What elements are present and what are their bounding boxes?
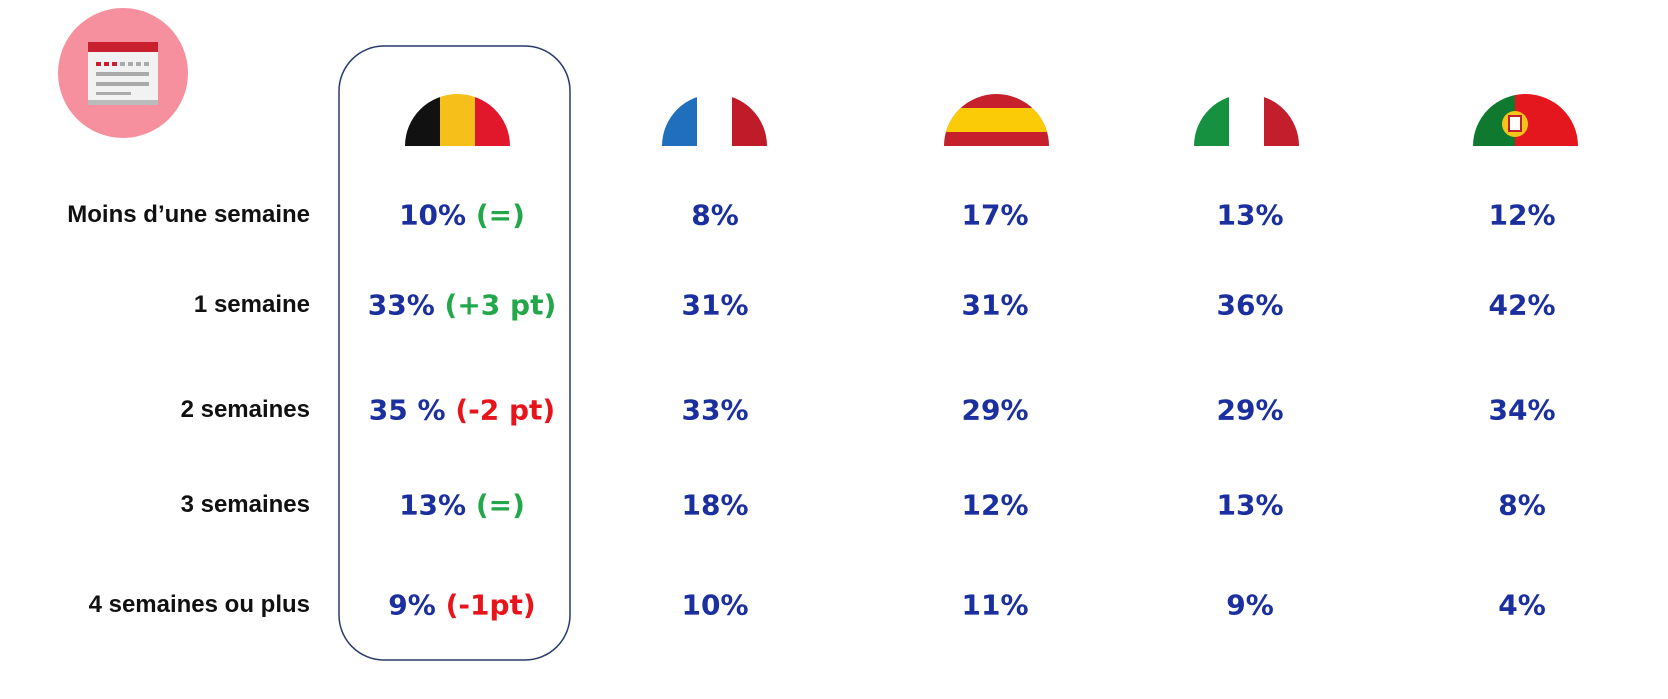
cell: 10% (=) [332, 199, 592, 232]
change: (-1pt) [445, 588, 536, 622]
row-label: 3 semaines [180, 491, 310, 518]
value: 35 % [368, 393, 446, 427]
value: 8% [1498, 488, 1546, 522]
value: 11% [961, 588, 1029, 622]
flag-italy [1194, 94, 1299, 146]
value: 36% [1216, 288, 1284, 322]
value: 31% [681, 288, 749, 322]
calendar-icon [58, 8, 188, 138]
row-label: 1 semaine [193, 291, 310, 318]
cell: 33% (+3 pt) [332, 289, 592, 322]
value: 13% [1216, 198, 1284, 232]
cell: 34% [1392, 394, 1652, 427]
cell: 8% [585, 199, 845, 232]
cell: 9% (-1pt) [332, 589, 592, 622]
value: 12% [961, 488, 1029, 522]
value: 10% [399, 198, 467, 232]
cell: 11% [865, 589, 1125, 622]
cell: 35 % (-2 pt) [332, 394, 592, 427]
row-label: 4 semaines ou plus [88, 591, 310, 618]
value: 8% [691, 198, 739, 232]
value: 33% [367, 288, 435, 322]
flag-spain [944, 94, 1049, 146]
flag-belgium [405, 94, 510, 146]
cell: 42% [1392, 289, 1652, 322]
value: 34% [1488, 393, 1556, 427]
cell: 17% [865, 199, 1125, 232]
cell: 36% [1120, 289, 1380, 322]
flag-france [662, 94, 767, 146]
cell: 9% [1120, 589, 1380, 622]
value: 31% [961, 288, 1029, 322]
value: 18% [681, 488, 749, 522]
value: 9% [1226, 588, 1274, 622]
cell: 12% [1392, 199, 1652, 232]
cell: 13% [1120, 199, 1380, 232]
flag-portugal [1473, 94, 1578, 146]
cell: 18% [585, 489, 845, 522]
cell: 13% [1120, 489, 1380, 522]
cell: 10% [585, 589, 845, 622]
cell: 29% [865, 394, 1125, 427]
cell: 31% [585, 289, 845, 322]
cell: 31% [865, 289, 1125, 322]
row-label: Moins d’une semaine [67, 201, 310, 228]
value: 13% [399, 488, 467, 522]
highlight-frame [338, 45, 571, 661]
value: 29% [1216, 393, 1284, 427]
cell: 8% [1392, 489, 1652, 522]
cell: 13% (=) [332, 489, 592, 522]
cell: 29% [1120, 394, 1380, 427]
value: 17% [961, 198, 1029, 232]
value: 33% [681, 393, 749, 427]
change: (=) [475, 488, 525, 522]
cell: 12% [865, 489, 1125, 522]
change: (-2 pt) [455, 393, 556, 427]
value: 9% [388, 588, 436, 622]
change: (+3 pt) [444, 288, 557, 322]
value: 29% [961, 393, 1029, 427]
cell: 33% [585, 394, 845, 427]
cell: 4% [1392, 589, 1652, 622]
value: 4% [1498, 588, 1546, 622]
row-label: 2 semaines [180, 396, 310, 423]
value: 12% [1488, 198, 1556, 232]
value: 10% [681, 588, 749, 622]
value: 13% [1216, 488, 1284, 522]
change: (=) [475, 198, 525, 232]
value: 42% [1488, 288, 1556, 322]
